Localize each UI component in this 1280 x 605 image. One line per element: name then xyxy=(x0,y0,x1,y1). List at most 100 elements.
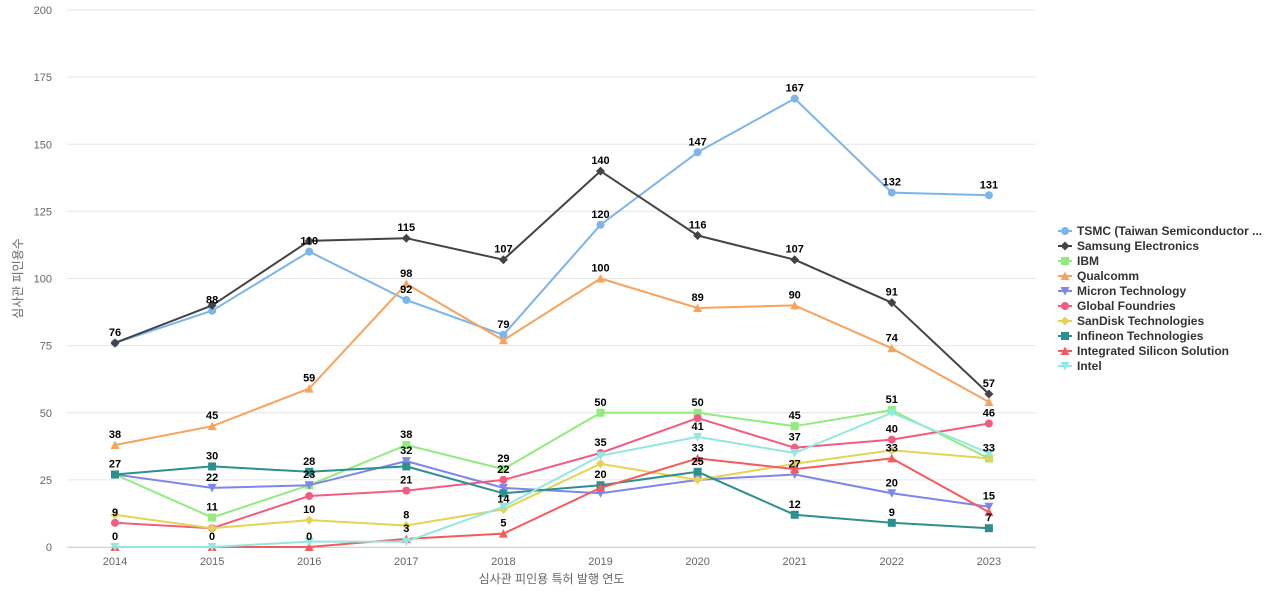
x-tick-label: 2017 xyxy=(394,556,418,568)
legend-marker xyxy=(1060,362,1070,371)
data-point xyxy=(401,233,411,243)
series-6 xyxy=(111,414,993,533)
y-tick-label: 200 xyxy=(34,5,52,17)
data-point xyxy=(402,462,411,471)
data-label: 107 xyxy=(786,244,804,256)
data-point xyxy=(304,537,314,547)
data-label: 25 xyxy=(691,456,703,468)
legend-marker xyxy=(1061,227,1069,235)
data-point xyxy=(110,510,120,520)
data-point xyxy=(304,515,314,525)
data-label: 116 xyxy=(689,220,707,232)
legend-label: IBM xyxy=(1077,254,1099,268)
series-2 xyxy=(110,166,994,399)
data-label: 50 xyxy=(691,397,703,409)
data-point xyxy=(498,502,508,512)
y-tick-label: 150 xyxy=(34,139,52,151)
x-tick-label: 2019 xyxy=(588,556,612,568)
legend-item[interactable]: Samsung Electronics xyxy=(1058,239,1199,253)
legend-marker xyxy=(1060,346,1070,355)
data-point xyxy=(887,435,896,444)
data-label: 98 xyxy=(400,268,412,280)
legend-item[interactable]: Intel xyxy=(1058,359,1102,373)
data-label: 27 xyxy=(789,459,801,471)
legend-marker xyxy=(1060,241,1070,251)
data-label: 27 xyxy=(109,459,121,471)
legend-label: Integrated Silicon Solution xyxy=(1077,344,1229,358)
data-point xyxy=(498,335,508,345)
data-label: 38 xyxy=(400,429,412,441)
data-point xyxy=(693,467,702,476)
data-point xyxy=(790,300,800,310)
data-label: 92 xyxy=(400,284,412,296)
data-label: 46 xyxy=(983,407,995,419)
legend-item[interactable]: Global Foundries xyxy=(1058,299,1176,313)
data-label: 0 xyxy=(306,531,312,543)
data-point xyxy=(984,389,994,399)
legend-item[interactable]: Integrated Silicon Solution xyxy=(1058,344,1229,358)
data-point xyxy=(499,465,508,474)
x-axis-title: 심사관 피인용 특허 발행 연도 xyxy=(479,571,625,586)
data-label: 22 xyxy=(497,464,509,476)
data-label: 45 xyxy=(206,410,218,422)
legend-item[interactable]: Infineon Technologies xyxy=(1058,329,1204,343)
data-label: 88 xyxy=(206,295,218,307)
data-point xyxy=(693,231,703,241)
data-label: 0 xyxy=(209,531,215,543)
data-point xyxy=(984,507,994,517)
x-tick-label: 2023 xyxy=(977,556,1001,568)
data-point xyxy=(305,491,314,500)
legend-item[interactable]: Qualcomm xyxy=(1058,269,1139,283)
y-tick-label: 25 xyxy=(40,475,52,487)
data-point xyxy=(207,421,217,431)
legend-label: Micron Technology xyxy=(1077,284,1186,298)
data-label: 20 xyxy=(886,477,898,489)
series-line xyxy=(114,411,990,548)
legend-item[interactable]: SanDisk Technologies xyxy=(1058,314,1204,328)
y-axis-title: 심사관 피인용수 xyxy=(11,238,25,319)
series-7 xyxy=(110,445,994,533)
data-label: 76 xyxy=(109,327,121,339)
legend-item[interactable]: TSMC (Taiwan Semiconductor ... xyxy=(1058,224,1262,238)
data-label: 35 xyxy=(594,437,606,449)
y-tick-label: 175 xyxy=(34,72,52,84)
data-point xyxy=(790,510,799,519)
data-point xyxy=(207,543,217,552)
data-point xyxy=(693,303,703,313)
data-label: 131 xyxy=(980,179,998,191)
data-point xyxy=(305,467,314,476)
data-point xyxy=(207,483,217,493)
data-label: 79 xyxy=(497,319,509,331)
data-point xyxy=(790,449,800,458)
data-point xyxy=(984,419,993,428)
legend-label: TSMC (Taiwan Semiconductor ... xyxy=(1077,224,1262,238)
data-point xyxy=(401,537,411,547)
series-lines xyxy=(110,94,994,552)
series-10 xyxy=(110,408,994,552)
legend-item[interactable]: Micron Technology xyxy=(1058,284,1186,298)
data-point xyxy=(887,188,896,197)
x-tick-label: 2016 xyxy=(297,556,321,568)
data-point xyxy=(790,255,800,265)
legend-marker xyxy=(1061,257,1069,265)
data-label: 28 xyxy=(303,456,315,468)
series-line xyxy=(114,465,990,530)
legend-label: Intel xyxy=(1077,359,1102,373)
data-point xyxy=(208,513,217,522)
data-point xyxy=(887,408,897,418)
legend: TSMC (Taiwan Semiconductor ...Samsung El… xyxy=(1058,224,1262,373)
series-5 xyxy=(110,457,994,512)
data-point xyxy=(887,453,897,463)
data-point xyxy=(498,255,508,265)
series-1 xyxy=(111,94,993,347)
legend-item[interactable]: IBM xyxy=(1058,254,1099,268)
data-point xyxy=(984,191,993,200)
data-label: 14 xyxy=(497,493,510,505)
data-point xyxy=(402,295,411,304)
data-point xyxy=(790,464,800,474)
x-tick-label: 2022 xyxy=(880,556,904,568)
data-point xyxy=(498,529,508,538)
data-label: 9 xyxy=(889,507,895,519)
